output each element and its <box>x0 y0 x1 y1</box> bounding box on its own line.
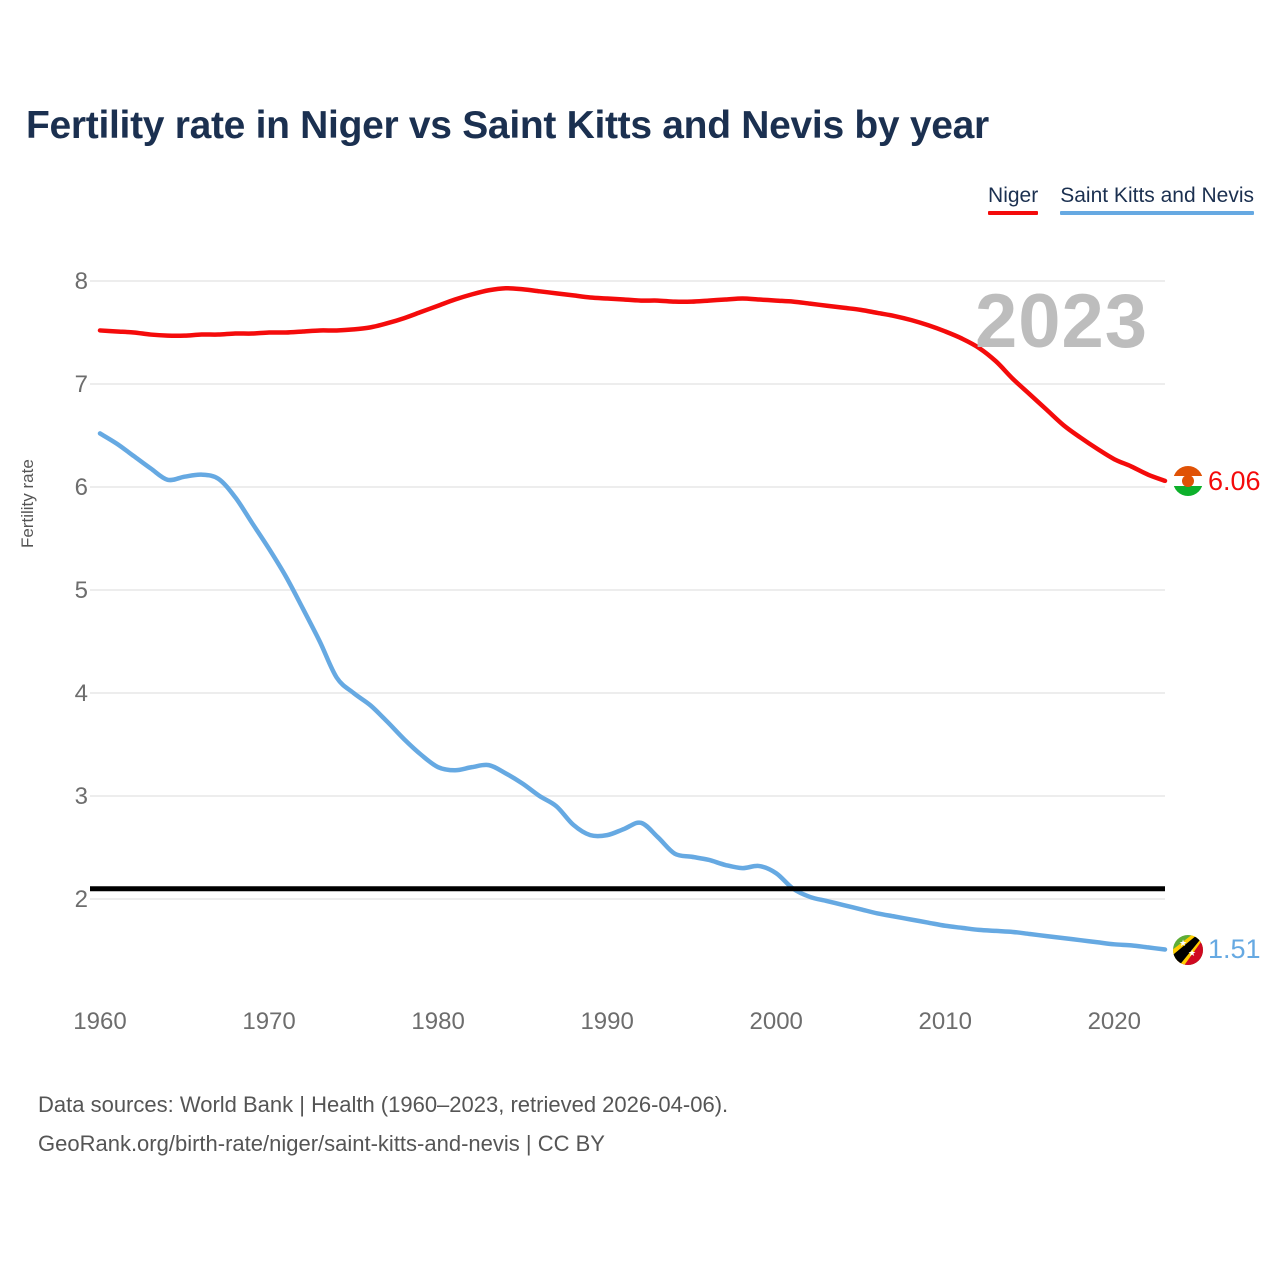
y-tick-label: 2 <box>74 886 88 913</box>
saint-kitts-and-nevis-endpoint: ★ ★ 1.51 <box>1173 934 1261 965</box>
y-tick-label: 4 <box>74 680 88 707</box>
niger-endpoint: 6.06 <box>1173 466 1261 497</box>
saint-kitts-and-nevis-flag-icon: ★ ★ <box>1173 934 1203 965</box>
y-axis-ticks: 2 3 4 5 6 7 8 <box>30 0 88 1280</box>
chart-legend: Niger Saint Kitts and Nevis <box>988 183 1254 215</box>
y-tick-label: 3 <box>74 783 88 810</box>
x-tick-label: 1990 <box>580 1008 634 1035</box>
legend-color-swatch-saint-kitts-and-nevis <box>1060 211 1254 215</box>
series-line-saint-kitts-and-nevis <box>97 431 1168 952</box>
footer: Data sources: World Bank | Health (1960–… <box>38 1085 728 1163</box>
legend-item-niger[interactable]: Niger <box>988 183 1039 215</box>
chart-series <box>97 285 1168 952</box>
y-tick-label: 6 <box>74 474 88 501</box>
page-title: Fertility rate in Niger vs Saint Kitts a… <box>26 104 989 147</box>
x-tick-label: 1960 <box>73 1008 127 1035</box>
footer-attribution: GeoRank.org/birth-rate/niger/saint-kitts… <box>38 1131 605 1156</box>
footer-data-sources: Data sources: World Bank | Health (1960–… <box>38 1092 729 1117</box>
y-tick-label: 7 <box>74 371 88 398</box>
y-tick-label: 8 <box>74 268 88 295</box>
year-watermark: 2023 <box>975 279 1149 364</box>
x-tick-label: 1980 <box>411 1008 465 1035</box>
legend-label-niger: Niger <box>988 184 1039 207</box>
chart-gridlines <box>90 280 1165 900</box>
legend-item-saint-kitts-and-nevis[interactable]: Saint Kitts and Nevis <box>1060 183 1254 215</box>
niger-flag-icon <box>1173 466 1203 497</box>
legend-color-swatch-niger <box>988 211 1039 215</box>
x-tick-label: 1970 <box>242 1008 296 1035</box>
y-tick-label: 5 <box>74 577 88 604</box>
x-tick-label: 2000 <box>749 1008 803 1035</box>
x-tick-label: 2010 <box>918 1008 972 1035</box>
niger-endpoint-value: 6.06 <box>1208 465 1261 496</box>
series-line-niger <box>97 285 1168 484</box>
legend-label-saint-kitts-and-nevis: Saint Kitts and Nevis <box>1060 184 1254 207</box>
x-tick-label: 2020 <box>1087 1008 1141 1035</box>
saint-kitts-and-nevis-endpoint-value: 1.51 <box>1208 934 1261 965</box>
